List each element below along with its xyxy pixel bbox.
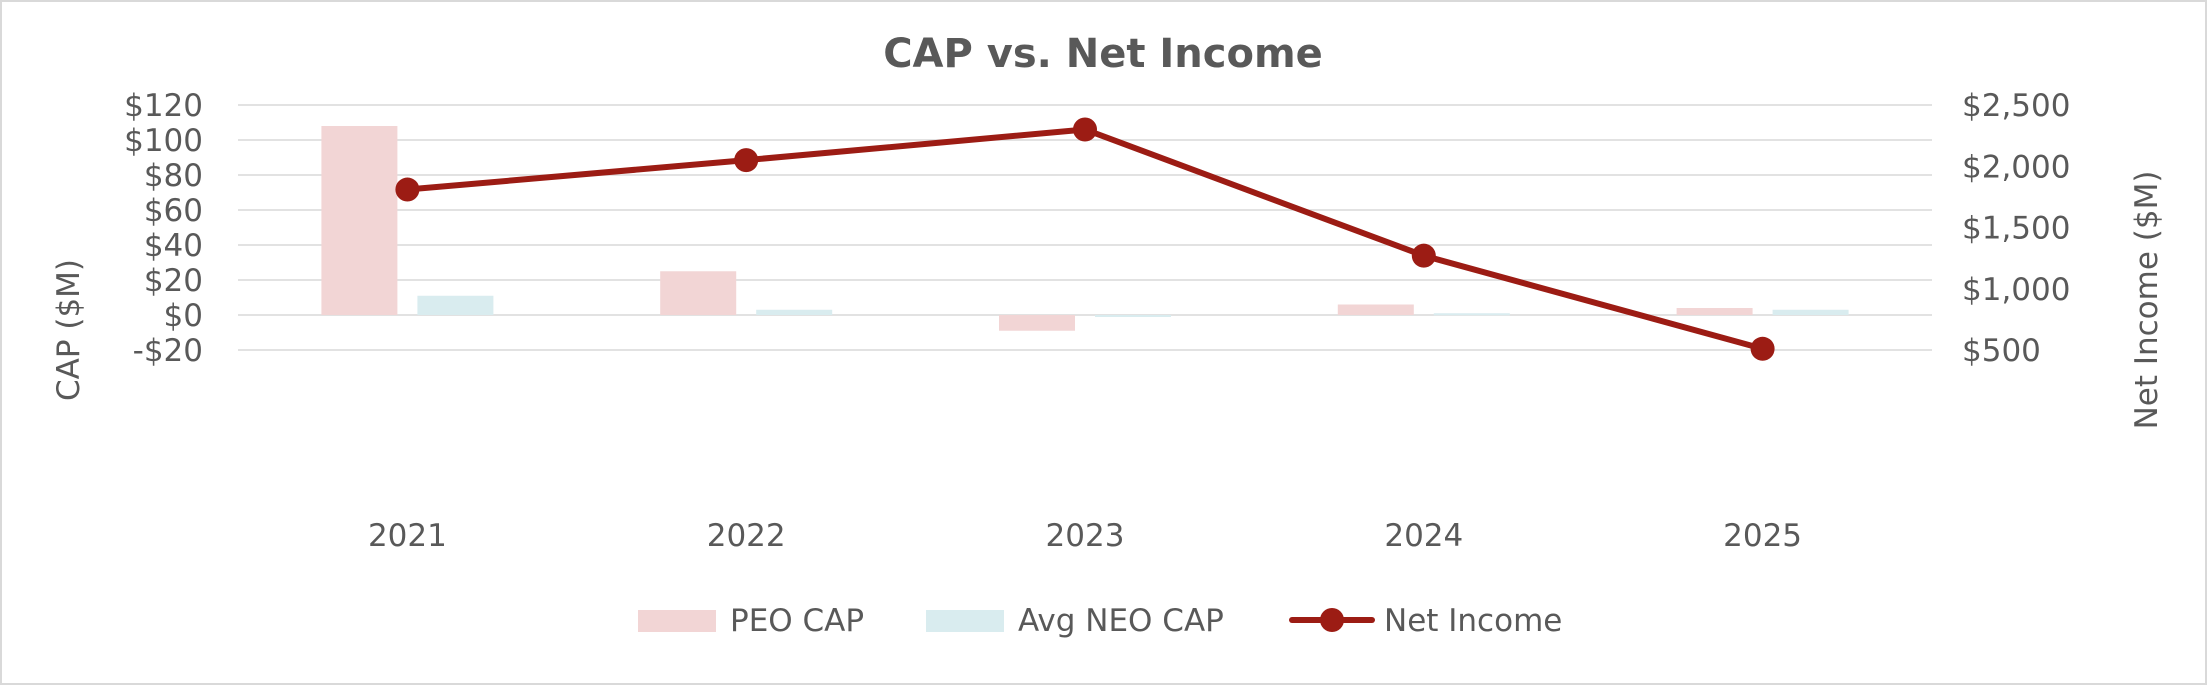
gridlines: [238, 104, 1932, 351]
line-series: [395, 117, 1775, 361]
net-income-point-2021: [395, 177, 420, 202]
right-tick-label: $1,000: [1962, 272, 2070, 308]
bar-avg-neo-cap-2022: [756, 309, 833, 315]
bar-avg-neo-cap-2024: [1433, 313, 1510, 316]
bar-avg-neo-cap-2023: [1095, 315, 1171, 317]
bar-series: [321, 126, 1849, 331]
net-income-point-2025: [1750, 336, 1775, 361]
legend-swatch-peo-cap: [638, 610, 716, 632]
left-tick-label: $80: [144, 158, 203, 194]
net-income-point-2022: [734, 148, 759, 173]
net-income-point-2024: [1411, 243, 1436, 268]
left-tick-label: $40: [144, 228, 203, 264]
bar-peo-cap-2024: [1337, 304, 1414, 315]
left-tick-label: -$20: [133, 333, 203, 369]
left-tick-label: $100: [124, 123, 203, 159]
right-tick-label: $2,500: [1962, 88, 2070, 124]
x-tick-label: 2024: [1384, 518, 1463, 554]
legend-swatch-avg-neo-cap: [926, 610, 1004, 632]
bar-peo-cap-2021: [321, 126, 398, 315]
chart-title: CAP vs. Net Income: [883, 31, 1323, 77]
right-tick-label: $1,500: [1962, 211, 2070, 247]
x-tick-label: 2022: [707, 518, 786, 554]
right-tick-label: $2,000: [1962, 149, 2070, 185]
legend-marker-net-income: [1320, 608, 1344, 632]
left-axis-title: CAP ($M): [51, 259, 87, 401]
legend-label-net-income: Net Income: [1384, 603, 1562, 639]
bar-peo-cap-2022: [660, 271, 737, 315]
right-axis-title: Net Income ($M): [2129, 171, 2165, 430]
left-tick-label: $20: [144, 263, 203, 299]
x-tick-label: 2021: [368, 518, 447, 554]
left-tick-label: $0: [164, 298, 203, 334]
left-tick-label: $120: [124, 88, 203, 124]
x-tick-label: 2023: [1046, 518, 1125, 554]
bar-avg-neo-cap-2025: [1772, 309, 1849, 315]
right-tick-label: $500: [1962, 333, 2041, 369]
axes: -$20$0$20$40$60$80$100$120 $500 $1,000 $1,5…: [51, 88, 2165, 554]
bar-peo-cap-2023: [999, 315, 1075, 331]
legend-label-peo-cap: PEO CAP: [730, 603, 864, 639]
bar-avg-neo-cap-2021: [417, 295, 494, 315]
net-income-point-2023: [1073, 117, 1097, 142]
legend-label-avg-neo-cap: Avg NEO CAP: [1018, 603, 1224, 639]
left-tick-label: $60: [144, 193, 203, 229]
bar-peo-cap-2025: [1676, 308, 1753, 315]
legend: PEO CAP Avg NEO CAP Net Income: [638, 603, 1562, 639]
x-tick-label: 2025: [1723, 518, 1802, 554]
